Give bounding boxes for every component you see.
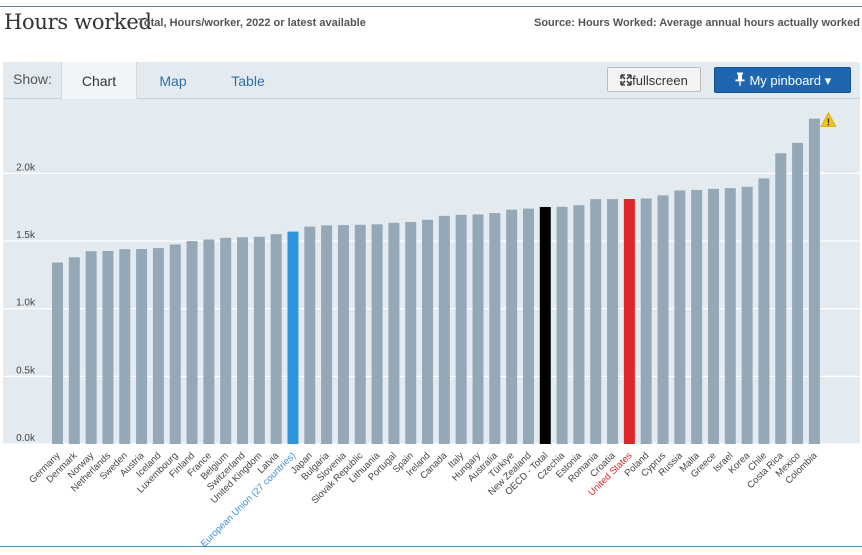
bar	[220, 237, 232, 444]
bar	[422, 219, 434, 444]
bar	[354, 224, 366, 444]
bar	[741, 186, 753, 444]
bar	[136, 249, 148, 444]
expand-icon	[620, 69, 632, 94]
bar	[792, 142, 804, 444]
fullscreen-label: fullscreen	[632, 73, 688, 88]
bar	[304, 226, 316, 444]
dropdown-caret-icon: ▾	[824, 73, 832, 88]
bar	[623, 198, 635, 444]
show-label: Show:	[13, 71, 52, 87]
bar	[102, 250, 114, 444]
pin-icon	[734, 69, 746, 94]
top-rule	[0, 6, 862, 7]
y-tick-label: 0.5k	[16, 365, 36, 376]
bar	[186, 241, 198, 444]
bar	[472, 214, 484, 444]
tab-table[interactable]: Table	[231, 73, 265, 89]
bar	[405, 221, 417, 444]
y-tick-label: 0.0k	[16, 433, 36, 444]
fullscreen-button[interactable]: fullscreen	[607, 67, 701, 92]
bottom-rule	[0, 546, 862, 547]
bar	[119, 249, 131, 444]
bar	[68, 257, 80, 444]
chart-area: 0.0k 0.5k 1.0k 1.5k 2.0k Germany Denmark Norway…	[3, 99, 860, 550]
bar	[337, 225, 349, 444]
bar	[287, 231, 299, 444]
bar	[371, 224, 383, 444]
y-tick-label: 1.5k	[16, 230, 36, 241]
bar	[388, 222, 400, 444]
bar	[522, 208, 534, 444]
bar	[758, 178, 770, 444]
bar	[657, 195, 669, 444]
bar	[590, 199, 602, 444]
bar	[607, 199, 619, 444]
page-title: Hours worked	[4, 10, 152, 34]
bar	[724, 188, 736, 444]
chart-subtitle: Total, Hours/worker, 2022 or latest avai…	[138, 17, 366, 29]
bar	[52, 262, 63, 444]
bar	[152, 248, 164, 444]
y-tick-label: 2.0k	[16, 162, 36, 173]
view-toolbar: Show: Chart Map Table fullscreen My pinb…	[3, 62, 860, 99]
bar	[691, 189, 703, 444]
bar	[556, 206, 568, 444]
tab-chart[interactable]: Chart	[61, 62, 137, 99]
bar	[270, 234, 282, 444]
bar	[438, 215, 450, 444]
bar	[506, 209, 518, 444]
bar-chart: 0.0k0.5k1.0k1.5k2.0kGermanyDenmarkNorway…	[3, 99, 860, 550]
y-tick-label: 1.0k	[16, 298, 36, 309]
bar	[321, 225, 333, 444]
bar	[775, 153, 787, 445]
svg-text:!: !	[827, 118, 830, 129]
bar	[808, 118, 820, 444]
bar	[203, 239, 215, 444]
source-note: Source: Hours Worked: Average annual hou…	[533, 17, 860, 29]
bar	[707, 188, 719, 444]
bar	[674, 190, 686, 444]
bar	[489, 213, 501, 444]
bar	[237, 237, 249, 444]
bar	[85, 251, 97, 444]
pinboard-button[interactable]: My pinboard ▾	[714, 67, 851, 93]
bar	[539, 206, 551, 444]
bar	[455, 214, 467, 444]
bar	[253, 236, 265, 444]
tab-map[interactable]: Map	[159, 73, 187, 89]
warning-icon: !	[820, 111, 837, 129]
bar	[169, 244, 181, 444]
bar	[640, 198, 652, 444]
pinboard-label: My pinboard	[749, 73, 821, 88]
bar	[573, 205, 585, 444]
chart-header: Hours worked Total, Hours/worker, 2022 o…	[0, 8, 862, 42]
